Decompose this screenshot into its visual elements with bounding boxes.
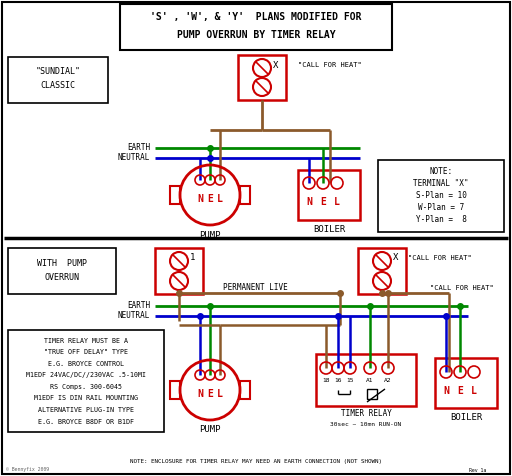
Bar [170, 381, 180, 399]
Text: WITH  PUMP: WITH PUMP [37, 258, 87, 268]
Text: N: N [197, 389, 203, 399]
Text: S-Plan = 10: S-Plan = 10 [416, 191, 466, 200]
Text: Y-Plan =  8: Y-Plan = 8 [416, 216, 466, 225]
Text: BOILER: BOILER [313, 226, 345, 235]
Text: TIMER RELAY: TIMER RELAY [340, 409, 392, 418]
Text: L: L [217, 389, 223, 399]
Text: E: E [457, 386, 463, 396]
Text: A1: A1 [366, 377, 374, 383]
Text: EARTH: EARTH [127, 143, 150, 152]
Text: L: L [334, 197, 340, 207]
Text: W-Plan = 7: W-Plan = 7 [418, 204, 464, 212]
Bar [435, 358, 497, 408]
Text: N: N [306, 197, 312, 207]
Bar [298, 170, 360, 220]
Text: NEUTRAL: NEUTRAL [118, 153, 150, 162]
Text: BOILER: BOILER [450, 414, 482, 423]
Text: TERMINAL "X": TERMINAL "X" [413, 179, 469, 188]
Text: "CALL FOR HEAT": "CALL FOR HEAT" [408, 255, 472, 261]
Text: 30sec ~ 10mn RUN-ON: 30sec ~ 10mn RUN-ON [330, 422, 401, 426]
Text: "TRUE OFF DELAY" TYPE: "TRUE OFF DELAY" TYPE [44, 349, 128, 356]
Bar [238, 55, 286, 100]
Text: NOTE:: NOTE: [430, 168, 453, 177]
Bar [155, 248, 203, 294]
Text: X: X [273, 60, 279, 69]
Text: A2: A2 [384, 377, 392, 383]
Text: ALTERNATIVE PLUG-IN TYPE: ALTERNATIVE PLUG-IN TYPE [38, 407, 134, 413]
Text: 15: 15 [346, 377, 354, 383]
Text: NOTE: ENCLOSURE FOR TIMER RELAY MAY NEED AN EARTH CONNECTION (NOT SHOWN): NOTE: ENCLOSURE FOR TIMER RELAY MAY NEED… [130, 459, 382, 465]
Text: TIMER RELAY MUST BE A: TIMER RELAY MUST BE A [44, 338, 128, 344]
Bar [316, 354, 416, 406]
Text: "CALL FOR HEAT": "CALL FOR HEAT" [298, 62, 362, 68]
Bar [120, 4, 392, 50]
Text: © Bennyfix 2009: © Bennyfix 2009 [7, 467, 50, 473]
Text: 'S' , 'W', & 'Y'  PLANS MODIFIED FOR: 'S' , 'W', & 'Y' PLANS MODIFIED FOR [150, 12, 362, 22]
Text: "SUNDIAL": "SUNDIAL" [35, 68, 80, 77]
Text: N: N [443, 386, 449, 396]
Text: L: L [471, 386, 477, 396]
Text: X: X [393, 254, 399, 262]
Text: E.G. BROYCE CONTROL: E.G. BROYCE CONTROL [48, 361, 124, 367]
Text: EARTH: EARTH [127, 301, 150, 310]
Text: PUMP OVERRUN BY TIMER RELAY: PUMP OVERRUN BY TIMER RELAY [177, 30, 335, 40]
Text: 1: 1 [190, 254, 196, 262]
Bar [358, 248, 406, 294]
Text: PUMP: PUMP [199, 230, 221, 239]
Bar [240, 186, 250, 204]
Text: E.G. BROYCE B8DF OR B1DF: E.G. BROYCE B8DF OR B1DF [38, 418, 134, 425]
Text: N: N [197, 194, 203, 204]
Text: RS Comps. 300-6045: RS Comps. 300-6045 [50, 384, 122, 390]
Text: 16: 16 [334, 377, 342, 383]
Bar [378, 160, 504, 232]
Text: L: L [217, 194, 223, 204]
Bar [240, 381, 250, 399]
Bar [8, 248, 116, 294]
Text: E: E [320, 197, 326, 207]
Text: "CALL FOR HEAT": "CALL FOR HEAT" [430, 285, 494, 291]
Bar [170, 186, 180, 204]
Bar [367, 389, 377, 399]
Text: E: E [207, 389, 213, 399]
Text: 18: 18 [322, 377, 330, 383]
Text: M1EDF 24VAC/DC//230VAC .5-10MI: M1EDF 24VAC/DC//230VAC .5-10MI [26, 373, 146, 378]
Text: M1EDF IS DIN RAIL MOUNTING: M1EDF IS DIN RAIL MOUNTING [34, 396, 138, 401]
Text: PUMP: PUMP [199, 426, 221, 435]
Bar [8, 330, 164, 432]
Bar [8, 57, 108, 103]
Text: PERMANENT LIVE: PERMANENT LIVE [223, 284, 287, 292]
Text: Rev 1a: Rev 1a [470, 467, 486, 473]
Text: NEUTRAL: NEUTRAL [118, 311, 150, 320]
Text: E: E [207, 194, 213, 204]
Text: CLASSIC: CLASSIC [40, 81, 75, 90]
Text: OVERRUN: OVERRUN [45, 274, 79, 282]
